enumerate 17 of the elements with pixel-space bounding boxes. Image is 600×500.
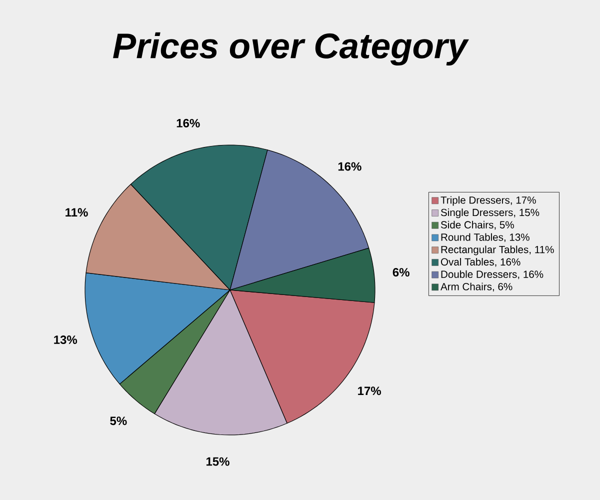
- chart-title: Prices over Category: [113, 32, 469, 66]
- data-label: 11%: [66, 208, 88, 217]
- legend-label: Arm Chairs, 6%: [440, 282, 512, 292]
- data-label: 6%: [392, 268, 410, 277]
- data-label: 16%: [338, 162, 362, 171]
- legend-label: Oval Tables, 16%: [440, 258, 520, 267]
- legend-label: Single Dressers, 15%: [440, 208, 540, 218]
- data-label: 5%: [110, 416, 127, 426]
- legend-label: Triple Dressers, 17%: [440, 196, 536, 206]
- legend-label: Side Chairs, 5%: [440, 220, 514, 230]
- data-label: 13%: [54, 336, 78, 344]
- data-label: 16%: [176, 118, 200, 128]
- legend-label: Round Tables, 13%: [441, 233, 530, 242]
- legend-label: Double Dressers, 16%: [441, 270, 544, 280]
- legend-label: Rectangular Tables, 11%: [441, 246, 554, 256]
- data-label: 15%: [206, 457, 230, 466]
- data-label: 17%: [358, 386, 381, 396]
